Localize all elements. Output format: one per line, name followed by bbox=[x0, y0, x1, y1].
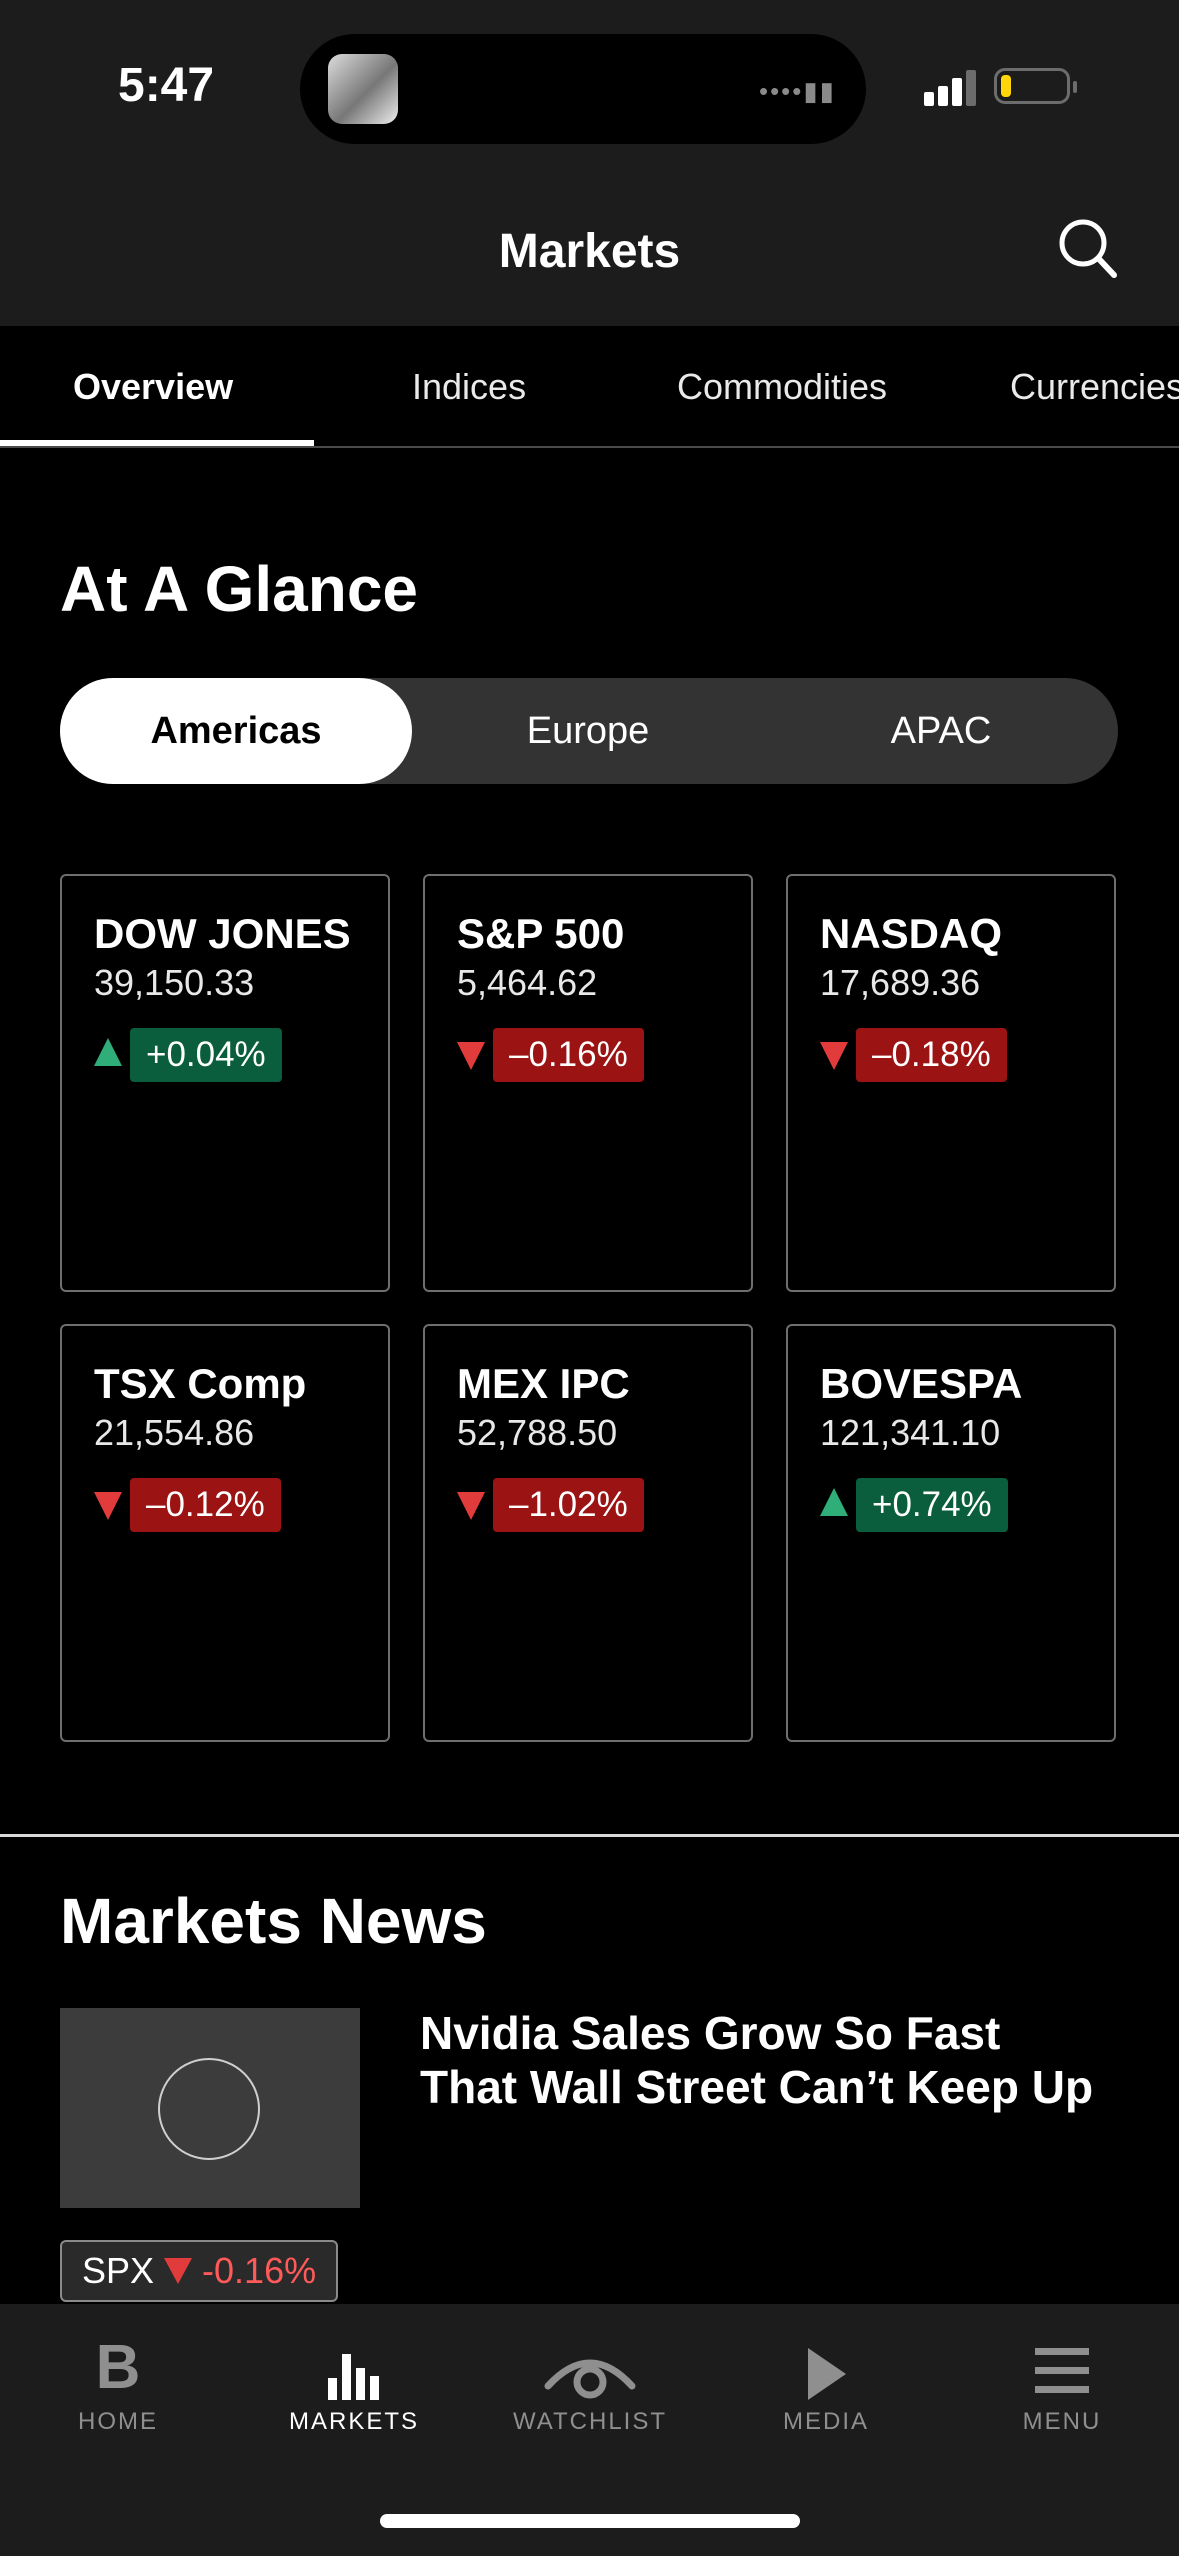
down-arrow-icon bbox=[457, 1042, 485, 1070]
change-badge: –1.02% bbox=[493, 1478, 644, 1532]
app-header: 5:47 ••••▮▮ Markets bbox=[0, 0, 1179, 326]
change-badge: +0.04% bbox=[130, 1028, 282, 1082]
up-arrow-icon bbox=[820, 1488, 848, 1516]
index-card-sp500[interactable]: S&P 500 5,464.62 –0.16% bbox=[423, 874, 753, 1292]
change-badge: –0.16% bbox=[493, 1028, 644, 1082]
index-value: 39,150.33 bbox=[94, 962, 255, 1003]
down-arrow-icon bbox=[94, 1492, 122, 1520]
tab-indices[interactable]: Indices bbox=[412, 366, 527, 407]
nav-label: MENU bbox=[1022, 2408, 1102, 2435]
index-name: BOVESPA bbox=[820, 1360, 1023, 1407]
region-americas[interactable]: Americas bbox=[60, 678, 412, 784]
section-heading-markets-news: Markets News bbox=[60, 1885, 487, 1957]
status-time: 5:47 bbox=[118, 59, 215, 112]
tab-currencies[interactable]: Currencies bbox=[1010, 366, 1179, 407]
eye-icon bbox=[544, 2359, 636, 2399]
dynamic-island[interactable]: ••••▮▮ bbox=[300, 34, 866, 144]
section-heading-at-a-glance: At A Glance bbox=[60, 553, 418, 625]
change-badge: –0.12% bbox=[130, 1478, 281, 1532]
index-name: MEX IPC bbox=[457, 1360, 630, 1407]
nav-markets[interactable]: MARKETS bbox=[236, 2304, 472, 2464]
index-card-dow-jones[interactable]: DOW JONES 39,150.33 +0.04% bbox=[60, 874, 390, 1292]
bloomberg-b-icon: B bbox=[95, 2333, 141, 2402]
nav-media[interactable]: MEDIA bbox=[708, 2304, 944, 2464]
active-tab-indicator bbox=[0, 440, 314, 446]
cellular-signal-icon bbox=[924, 70, 980, 106]
down-arrow-icon bbox=[820, 1042, 848, 1070]
index-value: 21,554.86 bbox=[94, 1412, 255, 1453]
battery-icon bbox=[994, 68, 1077, 104]
tab-commodities[interactable]: Commodities bbox=[677, 366, 888, 407]
index-card-mex-ipc[interactable]: MEX IPC 52,788.50 –1.02% bbox=[423, 1324, 753, 1742]
index-name: DOW JONES bbox=[94, 910, 351, 957]
index-value: 121,341.10 bbox=[820, 1412, 1001, 1453]
bar-chart-icon bbox=[328, 2354, 379, 2400]
down-arrow-icon bbox=[164, 2258, 193, 2284]
tab-overview[interactable]: Overview bbox=[73, 366, 234, 407]
nav-menu[interactable]: MENU bbox=[944, 2304, 1179, 2464]
down-arrow-icon bbox=[457, 1492, 485, 1520]
loading-spinner-icon bbox=[158, 2058, 260, 2160]
nav-label: HOME bbox=[78, 2408, 158, 2435]
index-value: 52,788.50 bbox=[457, 1412, 618, 1453]
hamburger-menu-icon bbox=[1035, 2348, 1089, 2393]
region-apac[interactable]: APAC bbox=[890, 710, 992, 752]
nav-label: MEDIA bbox=[782, 2408, 869, 2435]
nav-label: MARKETS bbox=[288, 2408, 419, 2435]
section-tabs: Overview Indices Commodities Currencies bbox=[0, 326, 1179, 448]
up-arrow-icon bbox=[94, 1038, 122, 1066]
index-name: TSX Comp bbox=[94, 1360, 307, 1407]
home-indicator[interactable] bbox=[380, 2514, 800, 2528]
page-title: Markets bbox=[498, 225, 681, 278]
article-thumbnail[interactable] bbox=[60, 2008, 360, 2208]
index-card-nasdaq[interactable]: NASDAQ 17,689.36 –0.18% bbox=[786, 874, 1116, 1292]
index-name: NASDAQ bbox=[820, 910, 1003, 957]
now-playing-artwork bbox=[328, 54, 398, 124]
index-card-tsx-comp[interactable]: TSX Comp 21,554.86 –0.12% bbox=[60, 1324, 390, 1742]
ticker-change: -0.16% bbox=[202, 2250, 317, 2291]
play-icon bbox=[808, 2348, 846, 2400]
nav-watchlist[interactable]: WATCHLIST bbox=[472, 2304, 708, 2464]
change-badge: –0.18% bbox=[856, 1028, 1007, 1082]
region-segmented-control: Americas Europe APAC bbox=[60, 678, 1118, 784]
index-name: S&P 500 bbox=[457, 910, 625, 957]
article-headline[interactable]: Nvidia Sales Grow So Fast That Wall Stre… bbox=[420, 2007, 1094, 2113]
nav-home[interactable]: B HOME bbox=[0, 2304, 236, 2464]
nav-label: WATCHLIST bbox=[513, 2408, 667, 2435]
index-card-bovespa[interactable]: BOVESPA 121,341.10 +0.74% bbox=[786, 1324, 1116, 1742]
ticker-chip[interactable]: SPX -0.16% bbox=[60, 2240, 339, 2302]
ticker-symbol: SPX bbox=[82, 2250, 155, 2291]
region-europe[interactable]: Europe bbox=[526, 710, 650, 752]
change-badge: +0.74% bbox=[856, 1478, 1008, 1532]
section-divider bbox=[0, 1834, 1179, 1837]
index-value: 5,464.62 bbox=[457, 962, 598, 1003]
audio-waveform-icon: ••••▮▮ bbox=[758, 76, 836, 106]
index-value: 17,689.36 bbox=[820, 962, 981, 1003]
search-icon[interactable] bbox=[1058, 218, 1118, 280]
